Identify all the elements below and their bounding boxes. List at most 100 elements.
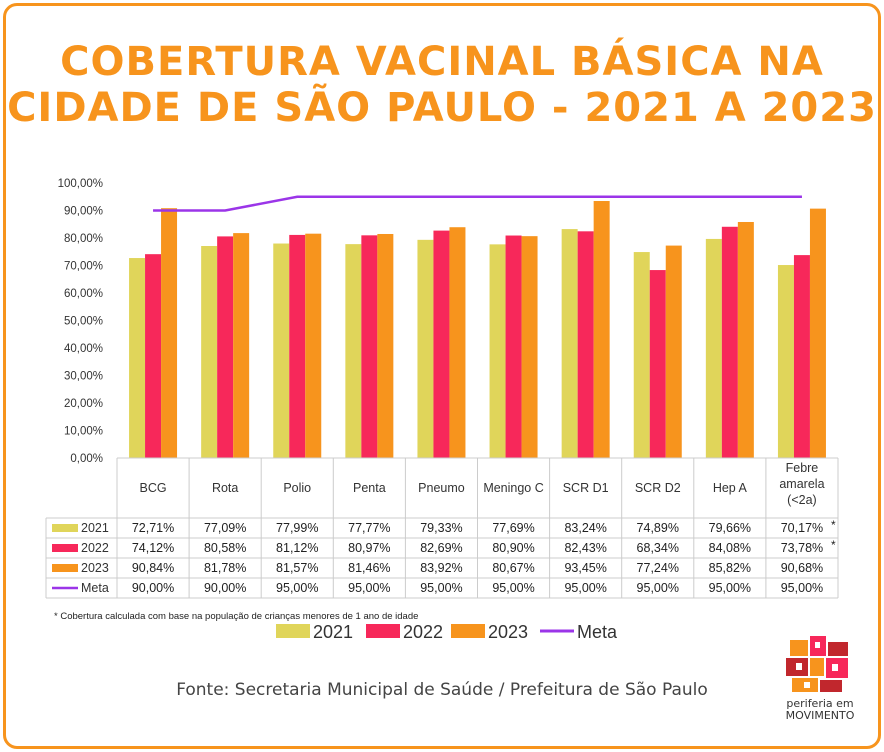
data-value-label: 84,08%: [709, 541, 751, 555]
data-value-label: 72,71%: [132, 521, 174, 535]
data-value-label: 81,78%: [204, 561, 246, 575]
legend-swatch-2021: [276, 624, 310, 638]
footnote: * Cobertura calculada com base na popula…: [54, 611, 419, 622]
data-value-label: 90,68%: [781, 561, 823, 575]
category-label: SCR D1: [563, 481, 609, 495]
data-value-label: 77,99%: [276, 521, 318, 535]
bar-2023: [737, 221, 754, 458]
y-tick-label: 90,00%: [64, 206, 103, 218]
legend-label: 2022: [403, 622, 443, 642]
y-tick-label: 60,00%: [64, 288, 103, 300]
data-value-label: 95,00%: [276, 581, 318, 595]
data-value-label: 77,69%: [492, 521, 534, 535]
data-value-label: 95,00%: [492, 581, 534, 595]
source-note: Fonte: Secretaria Municipal de Saúde / P…: [176, 680, 708, 700]
table-row-key-2023: [52, 564, 78, 572]
data-value-label: 77,77%: [348, 521, 390, 535]
bar-2023: [305, 233, 322, 458]
bar-2021: [273, 243, 290, 458]
category-label: amarela: [779, 477, 824, 491]
bar-2021: [417, 239, 434, 458]
category-label: Pneumo: [418, 481, 465, 495]
data-value-label: 79,66%: [709, 521, 751, 535]
data-value-label: 68,34%: [637, 541, 679, 555]
data-value-label: 80,97%: [348, 541, 390, 555]
data-value-label: 82,69%: [420, 541, 462, 555]
bar-2023: [593, 201, 610, 458]
data-value-label: 80,67%: [492, 561, 534, 575]
table-row-name: Meta: [81, 581, 109, 595]
bar-2022: [145, 254, 162, 458]
bar-2021: [345, 244, 362, 458]
legend-label: 2021: [313, 622, 353, 642]
logo-text: periferia em MOVIMENTO: [772, 698, 868, 722]
data-value-label: 80,90%: [492, 541, 534, 555]
y-tick-label: 40,00%: [64, 343, 103, 355]
y-tick-label: 70,00%: [64, 261, 103, 273]
legend-label: Meta: [577, 622, 618, 642]
category-label: Hep A: [713, 481, 748, 495]
data-value-label: 90,00%: [132, 581, 174, 595]
bar-2023: [521, 236, 538, 458]
data-value-label: 80,58%: [204, 541, 246, 555]
bar-2022: [721, 226, 738, 458]
bar-2022: [289, 234, 306, 458]
bar-2022: [361, 235, 378, 458]
bar-2021: [633, 252, 650, 458]
bar-2021: [201, 246, 218, 458]
data-value-label: 74,12%: [132, 541, 174, 555]
bar-2021: [561, 229, 578, 458]
data-value-label: 95,00%: [781, 581, 823, 595]
data-value-label: 70,17%: [781, 521, 823, 535]
periferia-logo-icon: [786, 636, 848, 692]
logo-text-line1: periferia em: [786, 697, 854, 710]
table-row-name: 2023: [81, 561, 109, 575]
bar-2022: [217, 236, 234, 458]
data-value-label: 95,00%: [637, 581, 679, 595]
table-row-name: 2021: [81, 521, 109, 535]
data-value-label: 83,24%: [564, 521, 606, 535]
logo-text-line2: MOVIMENTO: [785, 709, 855, 722]
bar-2021: [777, 265, 794, 458]
table-row-key-2022: [52, 544, 78, 552]
y-tick-label: 50,00%: [64, 316, 103, 328]
bar-2022: [433, 230, 450, 458]
data-value-label: 81,57%: [276, 561, 318, 575]
bar-2022: [649, 270, 666, 458]
bar-2023: [161, 208, 178, 458]
meta-line: [153, 195, 802, 212]
data-value-label: 83,92%: [420, 561, 462, 575]
y-tick-label: 20,00%: [64, 398, 103, 410]
asterisk-mark: *: [831, 518, 836, 532]
bar-2021: [129, 258, 146, 458]
legend-label: 2023: [488, 622, 528, 642]
y-tick-label: 80,00%: [64, 233, 103, 245]
y-tick-label: 10,00%: [64, 426, 103, 438]
category-label: Polio: [283, 481, 311, 495]
legend-swatch-2022: [366, 624, 400, 638]
data-value-label: 90,00%: [204, 581, 246, 595]
data-value-label: 77,09%: [204, 521, 246, 535]
data-value-label: 82,43%: [564, 541, 606, 555]
bar-2021: [705, 238, 722, 458]
category-label: Rota: [212, 481, 238, 495]
bar-2023: [449, 227, 466, 458]
data-value-label: 79,33%: [420, 521, 462, 535]
bar-2021: [489, 244, 506, 458]
data-value-label: 85,82%: [709, 561, 751, 575]
bar-2022: [505, 235, 522, 458]
category-label: Febre: [786, 461, 819, 475]
data-value-label: 95,00%: [420, 581, 462, 595]
data-value-label: 95,00%: [348, 581, 390, 595]
category-label: BCG: [140, 481, 167, 495]
bar-2023: [809, 208, 826, 458]
data-value-label: 73,78%: [781, 541, 823, 555]
category-label: Penta: [353, 481, 386, 495]
chart-title-line2: CIDADE DE SÃO PAULO - 2021 A 2023: [7, 85, 877, 131]
category-label: SCR D2: [635, 481, 681, 495]
asterisk-mark: *: [831, 538, 836, 552]
y-tick-label: 100,00%: [58, 178, 103, 190]
category-label: Meningo C: [483, 481, 543, 495]
bar-2023: [233, 233, 250, 458]
